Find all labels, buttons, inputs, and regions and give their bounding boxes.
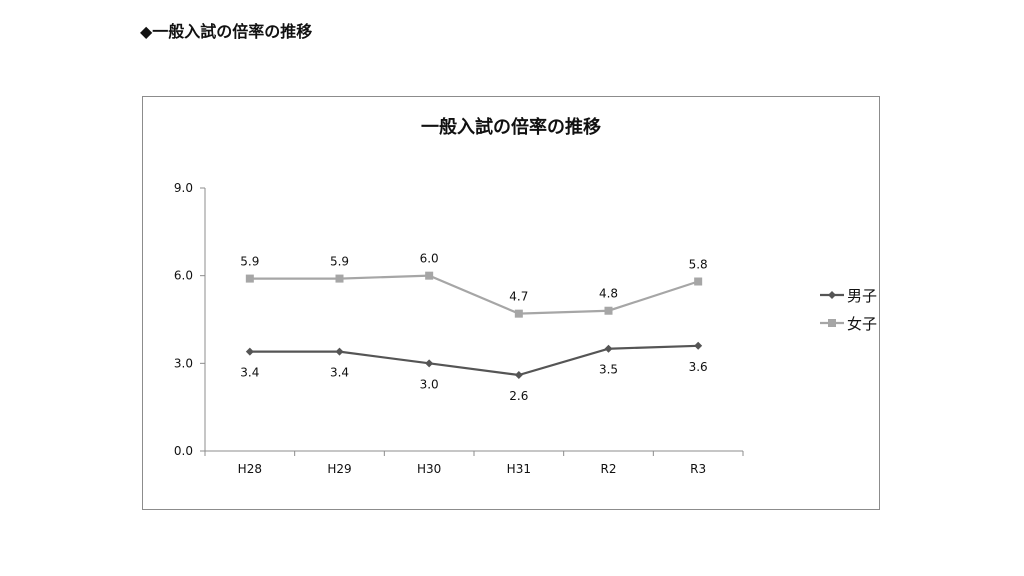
- data-point: [245, 347, 254, 356]
- data-point: [335, 347, 344, 356]
- y-tick-label: 9.0: [174, 181, 193, 195]
- page-heading: ◆一般入試の倍率の推移: [140, 22, 313, 41]
- data-point: [694, 277, 703, 286]
- y-tick-label: 0.0: [174, 444, 193, 458]
- legend-label-girls: 女子: [847, 314, 878, 333]
- x-tick-label: R3: [690, 462, 706, 476]
- series-boys: 3.4 3.4 3.0 2.6 3.5 3.6: [240, 341, 708, 403]
- legend-item-boys: 男子: [819, 281, 877, 309]
- legend-marker: [828, 291, 836, 299]
- y-tick-label: 3.0: [174, 356, 193, 370]
- y-tick-label: 6.0: [174, 269, 193, 283]
- data-point: [425, 359, 434, 368]
- x-tick-label: H28: [238, 462, 262, 476]
- data-label: 5.9: [240, 255, 259, 269]
- data-point: [335, 274, 344, 283]
- chart-title: 一般入試の倍率の推移: [421, 117, 601, 138]
- data-label: 2.6: [509, 389, 528, 403]
- data-label: 3.6: [689, 360, 708, 374]
- data-point: [694, 341, 703, 350]
- data-label: 3.4: [330, 366, 349, 380]
- x-tick-label: H29: [327, 462, 351, 476]
- axes-group: 0.0 3.0 6.0 9.0 H28 H29 H30 H31 R2 R3: [174, 181, 744, 476]
- chart-frame: 一般入試の倍率の推移 0.0 3.0 6.0 9.0 H28 H29 H30 H31 R2 R3 3…: [142, 96, 880, 510]
- data-point: [245, 274, 254, 283]
- data-point: [425, 271, 434, 280]
- data-label: 3.0: [420, 377, 439, 391]
- series-line: [249, 274, 699, 315]
- chart-legend: 男子 女子: [819, 281, 877, 337]
- data-label: 6.0: [420, 252, 439, 266]
- data-point: [604, 344, 613, 353]
- legend-item-girls: 女子: [819, 309, 877, 337]
- legend-label-boys: 男子: [847, 286, 878, 305]
- data-point: [604, 306, 613, 315]
- series-line: [249, 344, 699, 377]
- data-label: 3.4: [240, 366, 259, 380]
- data-point: [514, 371, 523, 380]
- x-tick-label: H30: [417, 462, 441, 476]
- series-girls: 5.9 5.9 6.0 4.7 4.8 5.8: [240, 252, 708, 318]
- legend-marker: [828, 319, 836, 327]
- data-label: 4.8: [599, 287, 618, 301]
- legend-swatch-girls: [820, 319, 844, 327]
- data-point: [514, 309, 523, 318]
- legend-swatch-boys: [820, 291, 844, 299]
- data-label: 5.9: [330, 255, 349, 269]
- x-tick-label: R2: [601, 462, 617, 476]
- x-tick-label: H31: [507, 462, 531, 476]
- chart-plot-area: 0.0 3.0 6.0 9.0 H28 H29 H30 H31 R2 R3 3.4 3.4 3.0 2.6…: [174, 181, 744, 476]
- data-label: 5.8: [689, 258, 708, 272]
- data-label: 4.7: [509, 290, 528, 304]
- data-label: 3.5: [599, 363, 618, 377]
